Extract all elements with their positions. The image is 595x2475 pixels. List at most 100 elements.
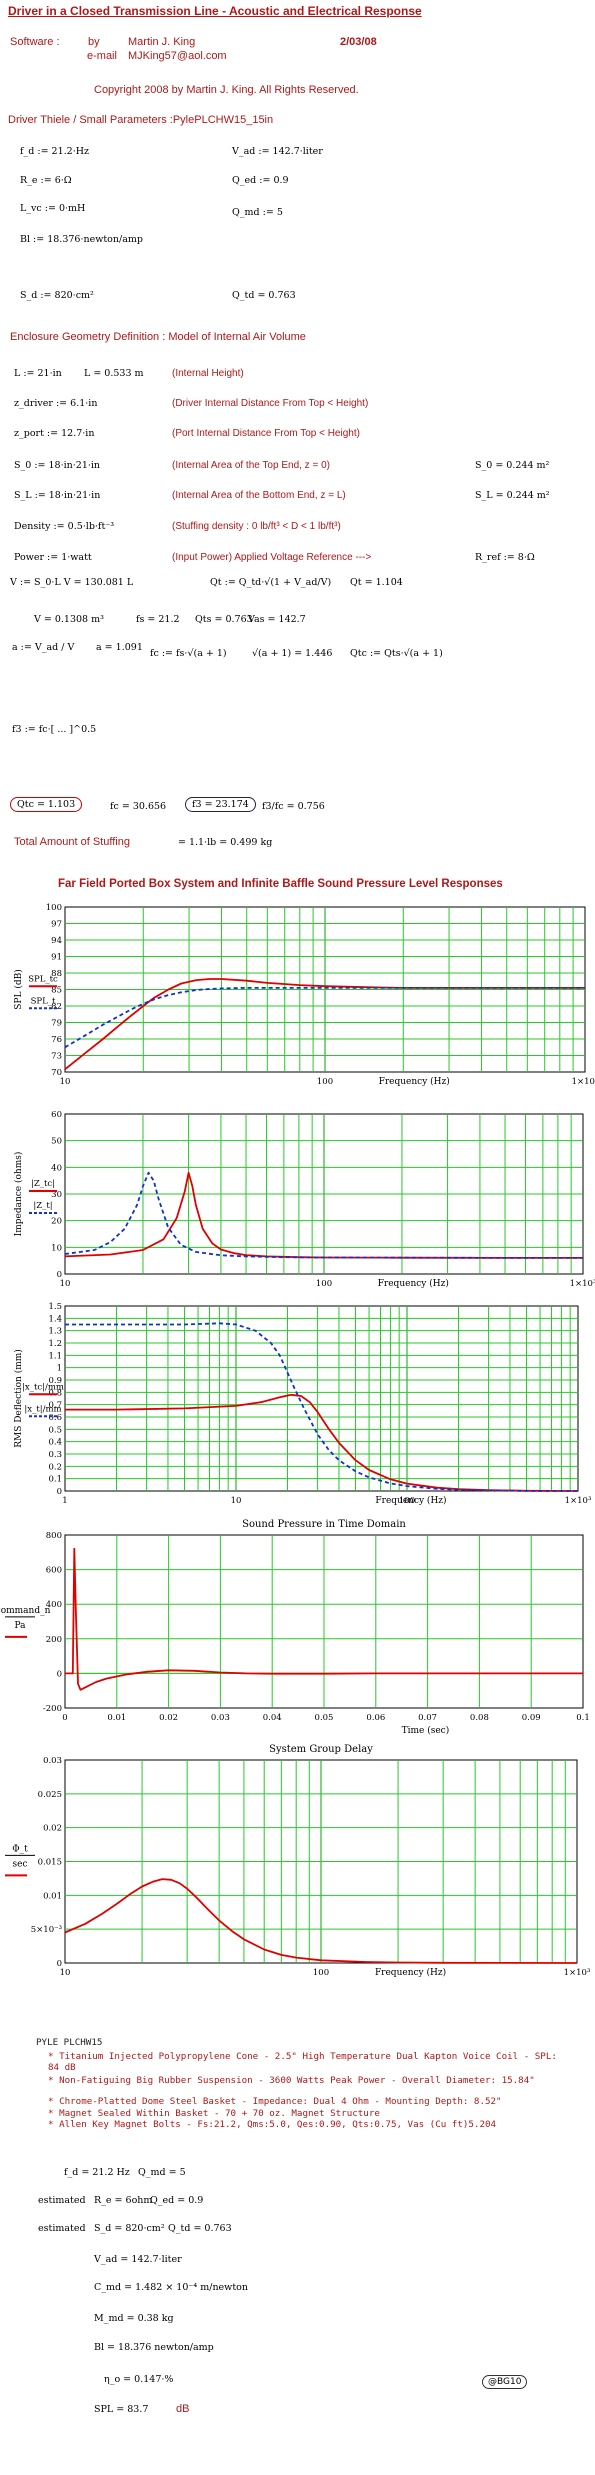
email-label: e-mail — [87, 50, 117, 62]
x-axis-label: Frequency (Hz) — [379, 1076, 450, 1087]
a-value: a = 1.091 — [96, 642, 143, 653]
fs-value: fs = 21.2 — [136, 614, 180, 625]
note-line: * Non-Fatiguing Big Rubber Suspension - … — [48, 2075, 535, 2086]
series-line — [64, 987, 585, 1049]
vas-value: Vas = 142.7 — [248, 614, 306, 625]
vas-param: V_ad := 142.7·liter — [232, 146, 323, 157]
stuffing-value: = 1.1·lb = 0.499 kg — [178, 837, 273, 848]
y-axis-label: RMS Deflection (mm) — [13, 1349, 24, 1448]
x-tick-label: 0.07 — [418, 1713, 437, 1723]
y-tick-label: 0.025 — [38, 1790, 62, 1800]
enclosure-result: R_ref := 8·Ω — [475, 552, 535, 563]
a-def: a := V_ad / V — [12, 642, 75, 653]
legend-label: SPL_tc — [28, 974, 58, 984]
y-axis-label-denom: Pa — [14, 1621, 26, 1631]
enclosure-expr: S_0 := 18·in·21·in — [14, 460, 101, 471]
notes-title: PYLE PLCHW15 — [36, 2037, 103, 2048]
y-axis-label: Impedance (ohms) — [13, 1152, 24, 1237]
note-line: * Allen Key Magnet Bolts - Fs:21.2, Qms:… — [48, 2119, 497, 2130]
stuffing-label: Total Amount of Stuffing — [14, 836, 130, 848]
y-tick-label: 1.5 — [48, 1302, 62, 1312]
summary-qtd: Q_td = 0.763 — [168, 2223, 232, 2234]
y-tick-label: 1.1 — [48, 1351, 62, 1361]
f3-result: f3 = 23.174 — [185, 797, 256, 812]
y-axis-label: Pcommand_n — [0, 1606, 51, 1616]
summary-fd: f_d = 21.2 Hz — [64, 2167, 130, 2178]
date-label: 2/03/08 — [340, 36, 377, 48]
summary-qed: Q_ed = 0.9 — [150, 2195, 204, 2206]
enclosure-heading: Enclosure Geometry Definition : Model of… — [10, 331, 306, 343]
re-param: R_e := 6·Ω — [20, 175, 72, 186]
qts-value: Qts = 0.763 — [195, 614, 253, 625]
y-tick-label: 1 — [57, 1364, 62, 1374]
author-name: Martin J. King — [128, 36, 196, 48]
x-tick-label: 0.1 — [576, 1713, 590, 1723]
y-axis-label-denom: sec — [13, 1859, 28, 1869]
legend-label: |Z_t| — [33, 1201, 52, 1211]
lvc-param: L_vc := 0·mH — [20, 203, 86, 214]
y-tick-label: 0.5 — [48, 1425, 62, 1435]
summary-spl: SPL = 83.7 — [94, 2404, 149, 2415]
enclosure-expr: Density := 0.5·lb·ft⁻³ — [14, 521, 115, 532]
sd-param: S_d := 820·cm² — [20, 290, 94, 301]
qtc-def: Qtc := Qts·√(a + 1) — [350, 648, 443, 659]
y-tick-label: 88 — [51, 969, 62, 979]
y-tick-label: 10 — [51, 1243, 62, 1253]
enclosure-expr: z_driver := 6.1·in — [14, 398, 98, 409]
volume-def: V := S_0·L V = 130.081 L — [10, 577, 134, 588]
y-tick-label: 0.3 — [48, 1450, 62, 1460]
y-tick-label: 200 — [46, 1635, 62, 1645]
badge: @BG10 — [482, 2375, 528, 2389]
y-tick-label: 50 — [51, 1137, 62, 1147]
y-tick-label: 100 — [46, 903, 62, 913]
y-tick-label: 0.6 — [48, 1413, 62, 1423]
x-axis-label: Frequency (Hz) — [375, 1495, 446, 1506]
qt-def: Qt := Q_td·√(1 + V_ad/V) — [210, 577, 332, 588]
x-tick-label: 0.06 — [366, 1713, 385, 1723]
enclosure-desc: (Internal Area of the Top End, z = 0) — [172, 460, 330, 471]
enclosure-desc: (Stuffing density : 0 lb/ft³ < D < 1 lb/… — [172, 521, 341, 532]
y-tick-label: 0.02 — [43, 1824, 62, 1834]
legend-label: |Z_tc| — [31, 1179, 55, 1189]
x-tick-label: 100 — [313, 1968, 329, 1978]
y-tick-label: 79 — [51, 1019, 62, 1029]
x-axis-label: Frequency (Hz) — [378, 1278, 449, 1289]
enclosure-result: S_L = 0.244 m² — [475, 490, 550, 501]
y-tick-label: 0.9 — [48, 1376, 62, 1386]
x-tick-label: 0.05 — [315, 1713, 334, 1723]
qes-param: Q_ed := 0.9 — [232, 175, 289, 186]
legend-label: |x_tc|/mm — [22, 1382, 64, 1392]
x-tick-label: 0.02 — [159, 1713, 178, 1723]
summary-est1: estimated — [38, 2195, 86, 2206]
y-tick-label: 30 — [51, 1190, 62, 1200]
enclosure-desc: (Driver Internal Distance From Top < Hei… — [172, 398, 369, 409]
y-tick-label: 1.2 — [48, 1339, 62, 1349]
enclosure-desc: (Internal Area of the Bottom End, z = L) — [172, 490, 346, 501]
chart-4: 0 5×10⁻³ 0.01 0.015 0.02 0.025 0.03 10 100 1×10³ F… — [5, 1744, 590, 1978]
y-tick-label: 5×10⁻³ — [31, 1925, 62, 1935]
y-tick-label: 60 — [51, 1110, 62, 1120]
fc-def: fc := fs·√(a + 1) — [150, 648, 227, 659]
y-tick-label: 85 — [51, 986, 62, 996]
software-label: Software : — [10, 36, 60, 48]
chart-2: 00.10.20.30.40.50.60.70.80.911.11.21.31.… — [13, 1302, 591, 1506]
x-tick-label: 1×10³ — [565, 1496, 592, 1506]
y-tick-label: 0 — [57, 1959, 62, 1969]
y-tick-label: 97 — [51, 920, 62, 930]
enclosure-expr: Power := 1·watt — [14, 552, 92, 563]
y-tick-label: 76 — [51, 1035, 62, 1045]
fd-param: f_d := 21.2·Hz — [20, 146, 90, 157]
summary-re: R_e = 6ohm — [94, 2195, 153, 2206]
summary-spl-unit: dB — [176, 2403, 190, 2415]
chart-title: Sound Pressure in Time Domain — [242, 1519, 406, 1530]
y-tick-label: 73 — [51, 1052, 62, 1062]
f3-fc-ratio: f3/fc = 0.756 — [262, 801, 325, 812]
fc-result: fc = 30.656 — [110, 801, 167, 812]
legend-label: |x_t|/mm — [24, 1404, 61, 1414]
y-tick-label: 94 — [51, 936, 62, 946]
y-tick-label: 70 — [51, 1068, 62, 1078]
y-tick-label: 20 — [51, 1217, 62, 1227]
email-link[interactable]: MJKing57@aol.com — [128, 50, 227, 62]
chart-0: 70 73 76 79 82 85 88 91 94 97 100 10 100 1×10³ Frequen… — [13, 903, 595, 1087]
